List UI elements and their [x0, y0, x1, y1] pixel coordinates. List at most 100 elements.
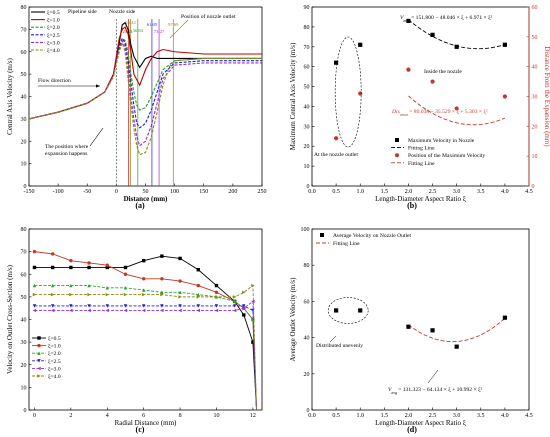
- data-point: [242, 304, 246, 308]
- data-point: [105, 308, 109, 313]
- vavg-symbol: V: [388, 387, 392, 393]
- data-point: [214, 308, 219, 313]
- legend-marker: [37, 359, 41, 363]
- legend-marker: [37, 343, 41, 348]
- legend-label: Maximum Velocity in Nozzle: [408, 138, 475, 144]
- y-tick-label: 30: [304, 124, 310, 130]
- data-point: [123, 265, 128, 270]
- vmax-symbol: V: [400, 15, 404, 21]
- data-point-left: [406, 18, 411, 24]
- data-point: [87, 304, 91, 308]
- vavg-pointer: [427, 369, 439, 384]
- data-point: [160, 290, 164, 295]
- y-axis-title: Velocity on Outlet Cross-Section (m/s): [6, 264, 14, 374]
- y-tick-label: 10: [304, 164, 310, 170]
- right-y-axis-title: Distance From the Expansion (mm): [543, 46, 550, 147]
- vavg-formula: = 131.323 − 64.134 × ξ + 10.992 × ξ²: [398, 387, 482, 393]
- data-point-right: [454, 106, 459, 111]
- data-point-right: [358, 91, 363, 96]
- data-point: [32, 249, 37, 254]
- data-point: [141, 308, 146, 313]
- plot-frame: [28, 6, 263, 187]
- x-tick-label: 2.5: [429, 413, 437, 419]
- legend-label: ξ=2.0: [48, 351, 61, 357]
- data-point: [178, 256, 182, 261]
- y-tick-label: 50: [304, 85, 310, 91]
- y-axis-title: Maximum Central Axis Velocity (m/s): [289, 42, 297, 150]
- legend-label: Fitting Line: [408, 146, 435, 152]
- legend-label: ξ=4.0: [48, 374, 61, 380]
- data-point: [32, 292, 37, 297]
- data-point: [242, 313, 246, 317]
- vavg-equation: Vavg= 131.323 − 64.134 × ξ + 10.992 × ξ²: [388, 387, 482, 395]
- data-point-left: [358, 42, 363, 47]
- data-point: [87, 292, 91, 297]
- data-point: [123, 272, 128, 276]
- data-point: [454, 344, 459, 349]
- x-tick-label: 12: [250, 413, 256, 419]
- y-tick-label: 60: [304, 299, 310, 305]
- data-point: [196, 268, 200, 272]
- legend-label: ξ=0.5: [47, 10, 60, 16]
- x-tick-label: 10: [213, 413, 219, 419]
- data-point: [196, 283, 200, 288]
- y-tick-label: 80: [304, 25, 310, 31]
- x-tick-label: 50: [143, 189, 149, 195]
- y-tick-label: 20: [304, 144, 310, 150]
- vmax-formula: = 151.800 − 48.046 × ξ + 6.971 × ξ²: [411, 15, 492, 21]
- x-axis-title: Length-Diameter Aspect Ratio ξ: [375, 419, 466, 427]
- data-point: [214, 290, 219, 295]
- data-point: [160, 292, 164, 297]
- data-point: [141, 288, 146, 292]
- data-point: [232, 304, 237, 308]
- data-point: [141, 277, 146, 281]
- panel-label-a: (a): [135, 201, 145, 210]
- x-tick-label: 4.0: [501, 189, 509, 195]
- vmax-subscript: max: [403, 18, 410, 23]
- y-tick-label: 50: [21, 72, 27, 78]
- uneven-group-ellipse: [327, 297, 369, 324]
- x-axis-title: Length-Diameter Aspect Ratio ξ: [375, 195, 466, 203]
- x-tick-label: 0.0: [308, 413, 316, 419]
- data-point: [32, 304, 37, 308]
- y-tick-label: 30: [21, 117, 27, 123]
- data-point: [196, 295, 200, 299]
- legend-label: Average Velocity on Nozzle Outlet: [333, 233, 412, 239]
- legend-label: ξ=1.0: [48, 344, 61, 350]
- x-tick-label: 4.0: [501, 413, 509, 419]
- legend-label: Fitting Line: [333, 241, 360, 247]
- right-y-tick-label: 50: [532, 35, 538, 41]
- y-tick-label: 80: [21, 5, 27, 11]
- y-tick-label: 0: [24, 408, 27, 414]
- data-point: [32, 283, 37, 288]
- y-tick-label: 30: [21, 340, 27, 346]
- series-line-ξ=3.0: [28, 39, 262, 147]
- data-point: [430, 328, 435, 333]
- data-point-left: [334, 60, 339, 65]
- legend-label: ξ=3.0: [48, 366, 61, 372]
- legend-label: ξ=2.5: [48, 359, 61, 365]
- y-tick-label: 40: [21, 318, 27, 324]
- x-tick-label: 1.0: [356, 413, 364, 419]
- data-point: [251, 340, 255, 344]
- y-tick-label: 70: [21, 250, 27, 256]
- x-tick-label: 250: [258, 189, 267, 195]
- data-point: [406, 324, 411, 329]
- data-point: [251, 283, 255, 288]
- x-tick-label: 2: [69, 413, 72, 419]
- uneven-label: Distributed unevenly: [316, 343, 363, 349]
- data-point: [141, 292, 146, 297]
- y-tick-label: 70: [21, 27, 27, 33]
- y-tick-label: 50: [21, 295, 27, 301]
- y-tick-label: 0: [307, 184, 310, 190]
- x-tick-label: 200: [228, 189, 237, 195]
- data-point: [214, 295, 219, 299]
- data-point: [232, 299, 237, 304]
- right-y-tick-label: 0: [532, 184, 535, 190]
- x-tick-label: 1.5: [381, 189, 389, 195]
- y-tick-label: 40: [304, 336, 310, 342]
- data-point: [160, 254, 164, 258]
- data-point-right: [430, 79, 435, 84]
- data-point: [178, 290, 182, 295]
- data-point: [123, 304, 128, 308]
